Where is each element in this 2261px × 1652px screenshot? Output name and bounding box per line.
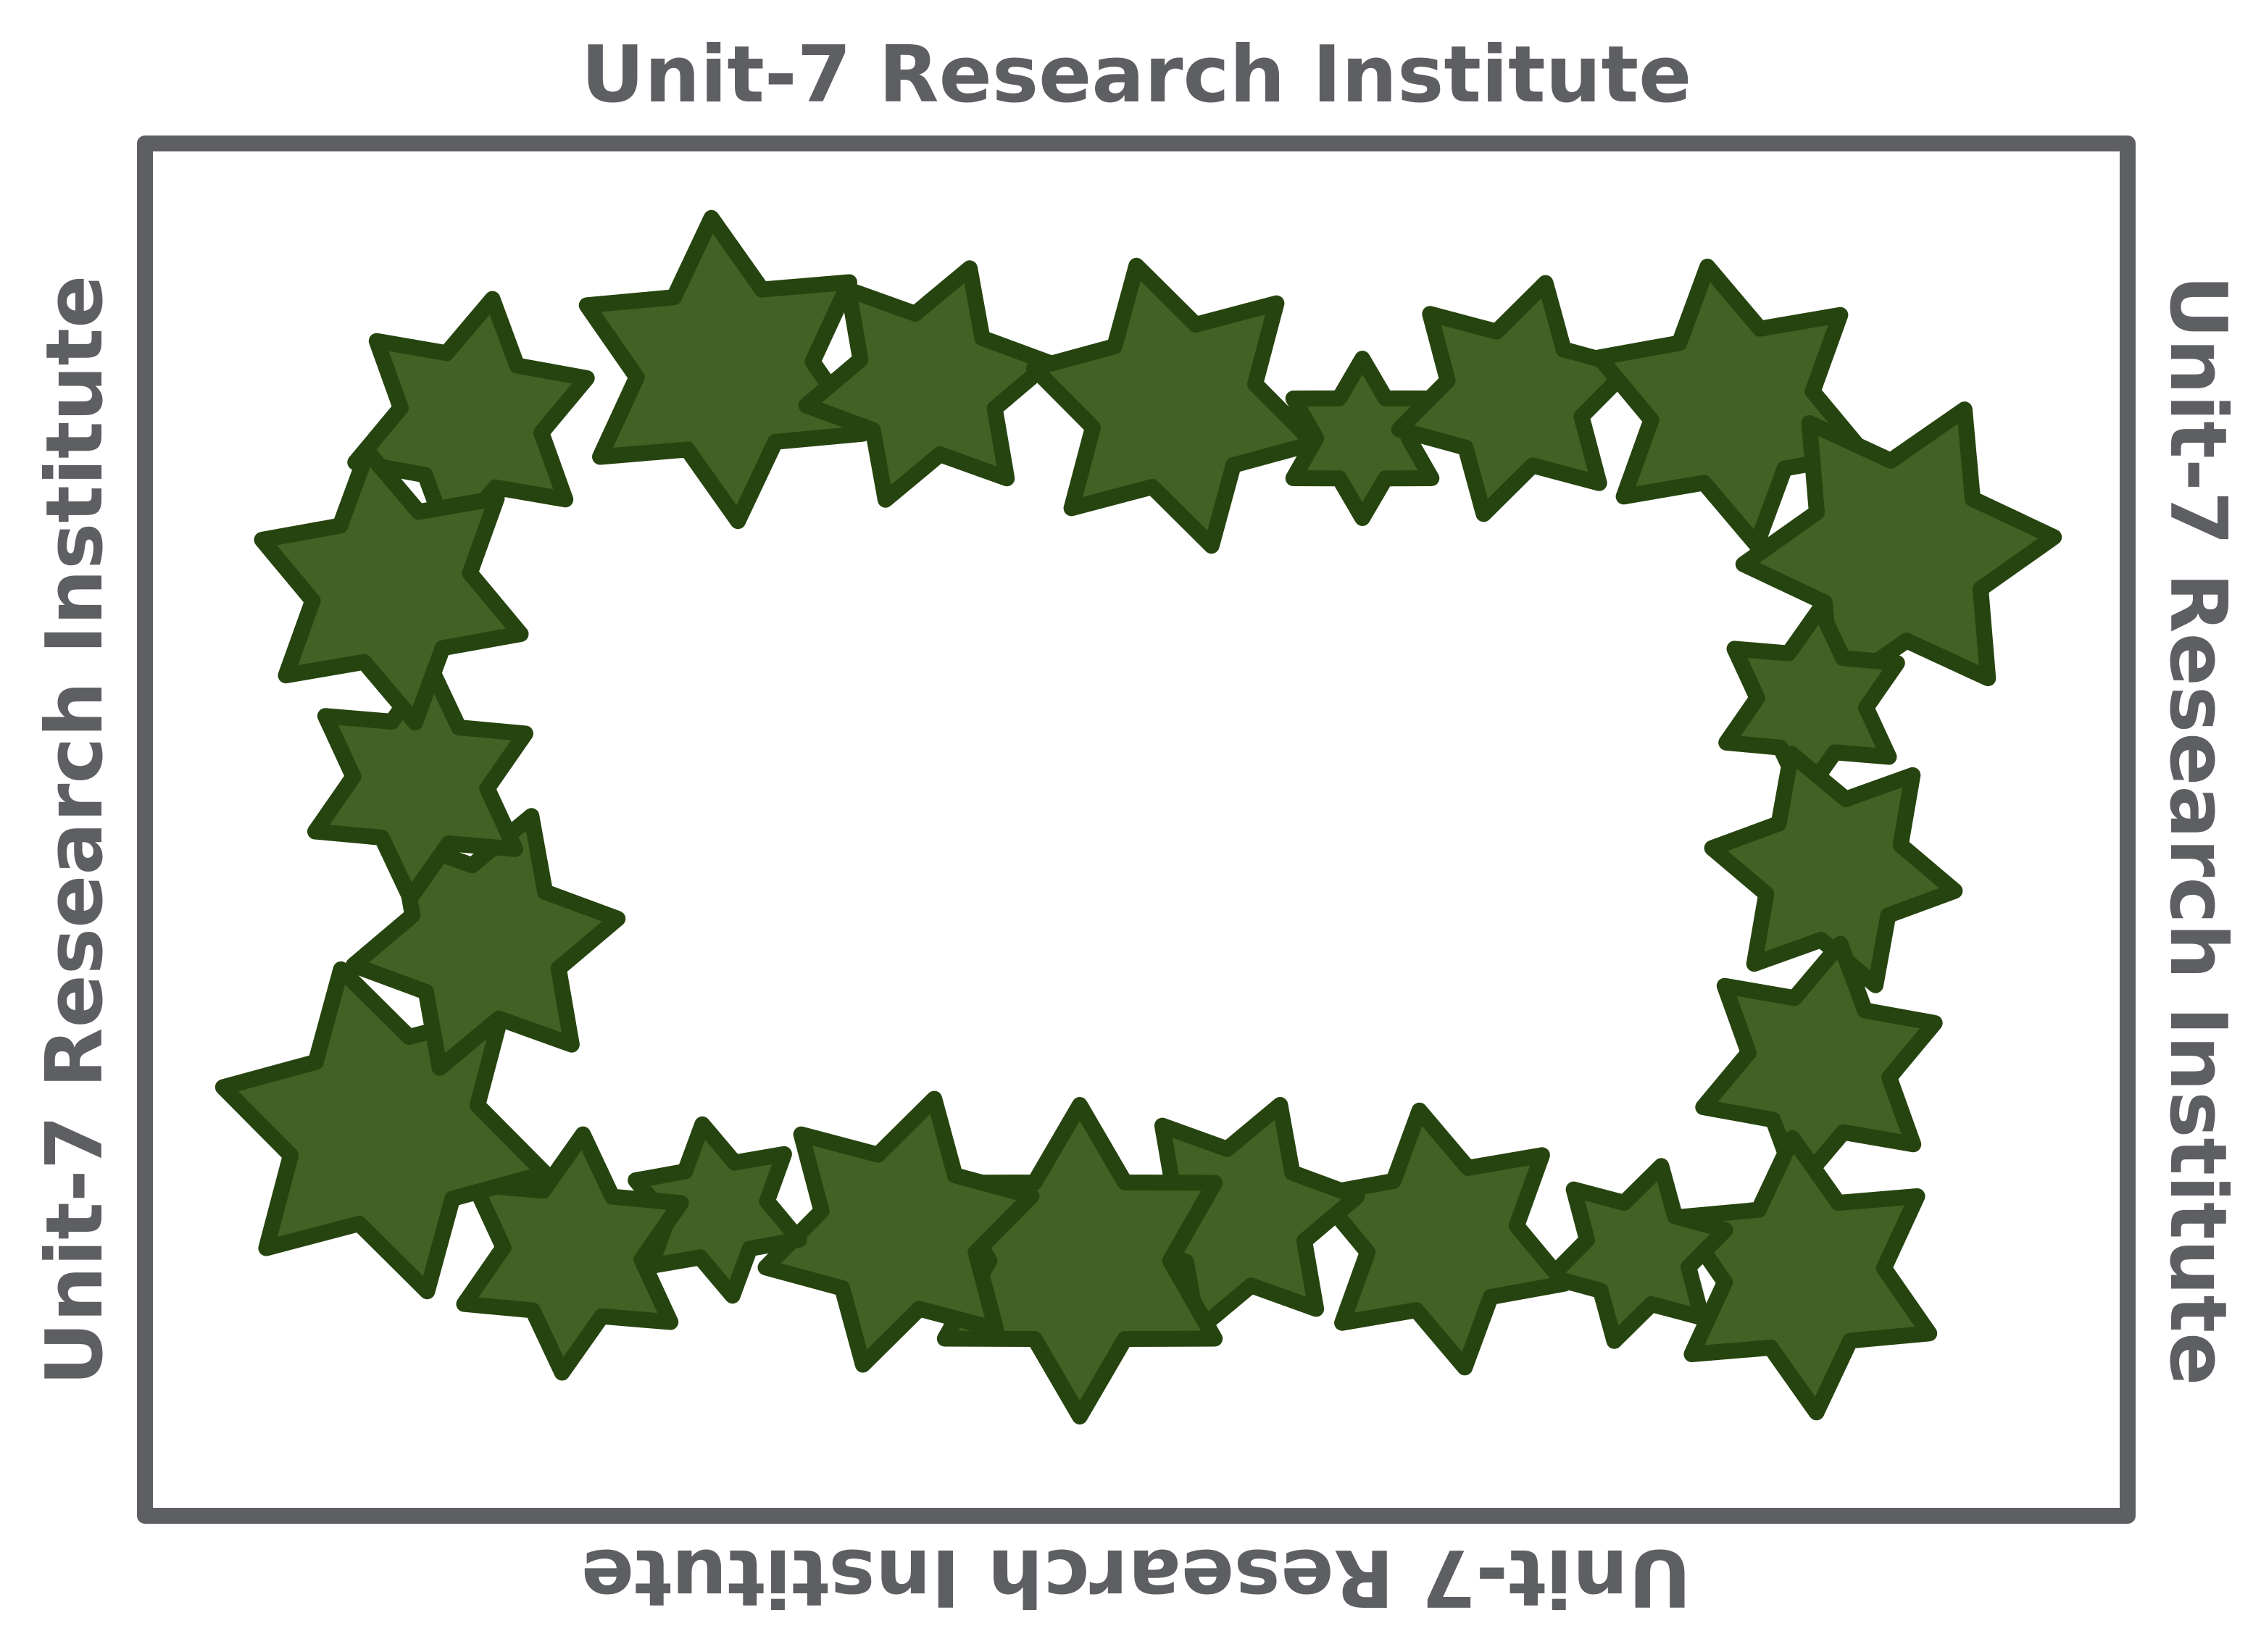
star-10 (1704, 746, 1963, 993)
border-frame (137, 135, 2136, 1524)
title-bottom: Unit-7 Research Institute (581, 1532, 1692, 1622)
star-18 (628, 1116, 807, 1304)
star-17 (757, 1090, 1040, 1373)
title-left: Unit-7 Research Institute (30, 275, 120, 1386)
star-7 (1591, 259, 1873, 553)
title-top: Unit-7 Research Institute (581, 30, 1692, 120)
star-22 (307, 659, 533, 906)
star-4 (1025, 257, 1323, 554)
star-wreath (215, 209, 2062, 1424)
star-13 (1542, 1158, 1733, 1349)
title-right: Unit-7 Research Institute (2152, 275, 2243, 1386)
star-23 (254, 443, 529, 731)
